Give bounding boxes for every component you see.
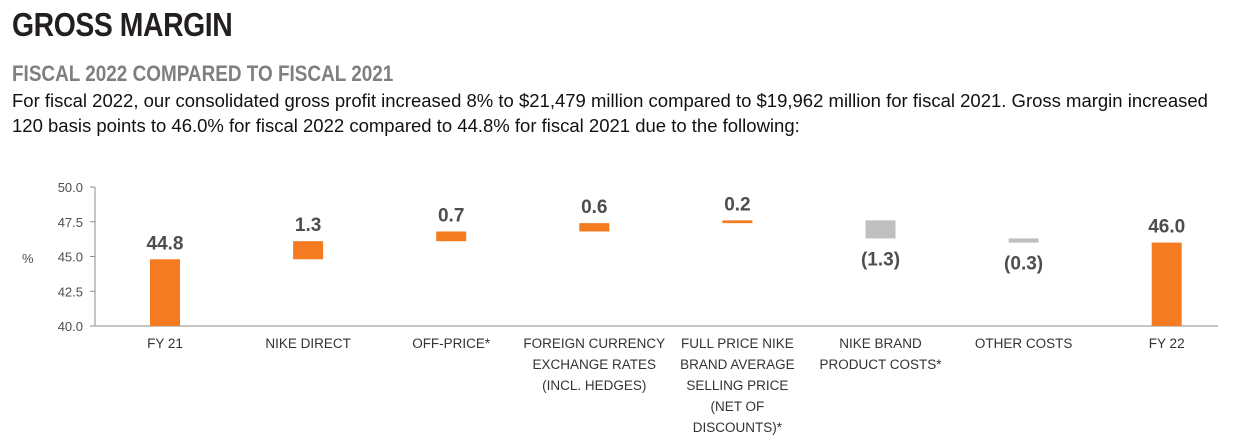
y-tick-label: 42.5 <box>58 284 83 299</box>
page-title: GROSS MARGIN <box>12 6 233 43</box>
category-label-line: NIKE DIRECT <box>265 336 351 351</box>
category-label-5: NIKE BRAND PRODUCT COSTS* <box>819 336 942 372</box>
category-label-line: FY 22 <box>1149 336 1185 351</box>
category-label-6: OTHER COSTS <box>975 336 1073 351</box>
value-label-4: 0.2 <box>724 194 750 215</box>
category-label-line: FOREIGN CURRENCY <box>523 336 665 351</box>
category-label-2: OFF-PRICE* <box>412 336 491 351</box>
category-label-line: (INCL. HEDGES) <box>542 378 646 393</box>
category-label-4: FULL PRICE NIKE BRAND AVERAGE SELLING PRIC… <box>680 336 795 435</box>
value-label-6: (0.3) <box>1004 254 1043 275</box>
bars-group <box>150 220 1182 326</box>
category-labels-group: FY 21 NIKE DIRECT OFF-PRICE* FOREIGN CURREN… <box>147 336 1184 435</box>
bar-4 <box>722 220 753 224</box>
bar-0 <box>150 259 180 326</box>
value-label-0: 44.8 <box>147 233 184 254</box>
bar-5 <box>865 220 896 239</box>
category-label-line: OTHER COSTS <box>975 336 1073 351</box>
y-tick-label: 47.5 <box>58 215 83 230</box>
bar-6 <box>1008 238 1039 243</box>
bar-1 <box>293 241 324 260</box>
category-label-line: PRODUCT COSTS* <box>819 357 942 372</box>
category-label-7: FY 22 <box>1149 336 1185 351</box>
y-tick-label: 50.0 <box>58 180 83 195</box>
value-label-7: 46.0 <box>1148 217 1185 238</box>
bar-7 <box>1151 242 1182 326</box>
category-label-line: FULL PRICE NIKE <box>681 336 794 351</box>
category-label-3: FOREIGN CURRENCY EXCHANGE RATES (INCL. HED… <box>523 336 665 393</box>
category-label-line: SELLING PRICE <box>686 378 788 393</box>
y-axis-label: % <box>22 251 34 266</box>
y-tick-label: 45.0 <box>58 250 83 265</box>
value-labels-group: 44.8 1.3 0.7 0.6 0.2 (1.3) (0.3) 46.0 <box>147 194 1186 274</box>
description-paragraph: For fiscal 2022, our consolidated gross … <box>12 90 1208 136</box>
category-label-line: EXCHANGE RATES <box>533 357 657 372</box>
category-label-line: (NET OF <box>711 399 765 414</box>
category-label-line: OFF-PRICE* <box>412 336 491 351</box>
category-label-line: BRAND AVERAGE <box>680 357 795 372</box>
value-label-2: 0.7 <box>438 205 464 226</box>
value-label-5: (1.3) <box>861 249 900 270</box>
category-label-0: FY 21 <box>147 336 183 351</box>
bar-2 <box>436 231 467 242</box>
y-axis-ticks: 50.0 47.5 45.0 42.5 40.0 <box>58 180 95 334</box>
value-label-1: 1.3 <box>295 215 321 236</box>
y-tick-label: 40.0 <box>58 319 83 334</box>
category-label-1: NIKE DIRECT <box>265 336 351 351</box>
category-label-line: FY 21 <box>147 336 183 351</box>
category-label-line: DISCOUNTS)* <box>693 420 783 435</box>
category-label-line: NIKE BRAND <box>839 336 922 351</box>
page-subtitle: FISCAL 2022 COMPARED TO FISCAL 2021 <box>12 61 394 86</box>
bar-3 <box>579 223 610 232</box>
value-label-3: 0.6 <box>581 197 607 218</box>
